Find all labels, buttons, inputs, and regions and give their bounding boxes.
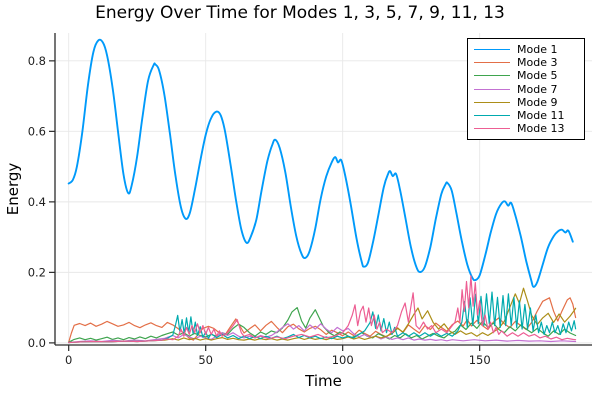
legend-entry-mode-11: Mode 11 <box>474 109 576 122</box>
x-axis-label: Time <box>305 372 342 390</box>
legend-entry-mode-1: Mode 1 <box>474 43 576 56</box>
legend-line-sample <box>474 128 510 130</box>
legend-label: Mode 13 <box>517 122 565 136</box>
y-tick-label: 0.2 <box>28 265 46 279</box>
legend-entry-mode-13: Mode 13 <box>474 122 576 135</box>
legend-entry-mode-3: Mode 3 <box>474 56 576 69</box>
legend-label: Mode 7 <box>517 82 558 96</box>
x-tick-label: 50 <box>198 353 213 367</box>
legend-line-sample <box>474 62 510 64</box>
series-line-mode-11 <box>68 291 577 344</box>
legend-label: Mode 9 <box>517 95 558 109</box>
legend-line-sample <box>474 75 510 77</box>
series-line-mode-3 <box>68 297 577 343</box>
x-tick-label: 150 <box>469 353 491 367</box>
y-tick-label: 0.0 <box>28 336 46 350</box>
legend-label: Mode 5 <box>517 69 558 83</box>
y-tick-label: 0.8 <box>28 54 46 68</box>
legend-label: Mode 1 <box>517 43 558 57</box>
legend-line-sample <box>474 49 510 51</box>
legend-line-sample <box>474 101 510 103</box>
legend-label: Mode 3 <box>517 56 558 70</box>
chart-title: Energy Over Time for Modes 1, 3, 5, 7, 9… <box>95 3 505 23</box>
y-tick-label: 0.4 <box>28 195 46 209</box>
y-tick-label: 0.6 <box>28 124 46 138</box>
legend: Mode 1 Mode 3 Mode 5 Mode 7 Mode 9 Mode 11 Mod… <box>467 38 585 141</box>
x-tick-label: 0 <box>65 353 72 367</box>
series-line-mode-1 <box>67 38 574 288</box>
series-line-mode-13 <box>68 275 577 344</box>
x-tick-label: 100 <box>332 353 354 367</box>
legend-entry-mode-9: Mode 9 <box>474 96 576 109</box>
legend-entry-mode-5: Mode 5 <box>474 69 576 82</box>
legend-line-sample <box>474 88 510 90</box>
legend-line-sample <box>474 115 510 117</box>
legend-label: Mode 11 <box>517 109 565 123</box>
legend-entry-mode-7: Mode 7 <box>474 83 576 96</box>
